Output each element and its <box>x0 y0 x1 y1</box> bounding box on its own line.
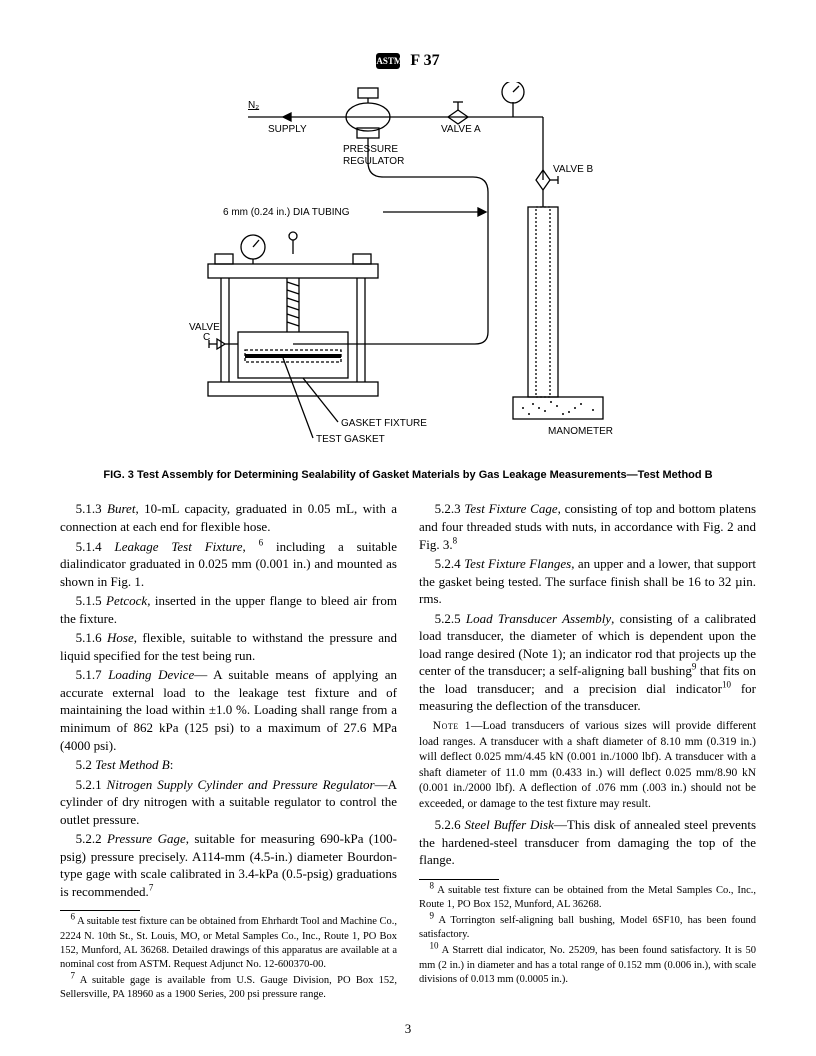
designation: F 37 <box>410 52 439 69</box>
n2-label: N₂ <box>248 100 259 111</box>
figure-3-diagram: N₂ SUPPLY PRESSURE REGULATOR VALVE A VAL… <box>153 82 663 462</box>
manometer-label: MANOMETER <box>548 426 613 437</box>
page-header: ASTM F 37 <box>60 50 756 72</box>
body-columns: 5.1.3 Buret, 10-mL capacity, graduated i… <box>60 500 756 1004</box>
para-5.1.3: 5.1.3 Buret, 10-mL capacity, graduated i… <box>60 500 397 535</box>
para-5.2.6: 5.2.6 Steel Buffer Disk—This disk of ann… <box>419 816 756 869</box>
test-gasket-label: TEST GASKET <box>316 434 385 445</box>
right-footnotes-block: 8 A suitable test fixture can be obtaine… <box>419 879 756 987</box>
para-5.2.1: 5.2.1 Nitrogen Supply Cylinder and Press… <box>60 776 397 829</box>
valve-c-label-2: C <box>203 332 210 343</box>
regulator-label-1: PRESSURE <box>343 144 398 155</box>
para-5.2.5: 5.2.5 Load Transducer Assembly, consisti… <box>419 610 756 715</box>
para-5.1.6: 5.1.6 Hose, flexible, suitable to withst… <box>60 629 397 664</box>
para-5.1.5: 5.1.5 Petcock, inserted in the upper fla… <box>60 592 397 627</box>
para-5.2.4: 5.2.4 Test Fixture Flanges, an upper and… <box>419 555 756 608</box>
tubing-label: 6 mm (0.24 in.) DIA TUBING <box>223 207 350 218</box>
note-1: Note 1—Load transducers of various sizes… <box>419 719 756 812</box>
regulator-label-2: REGULATOR <box>343 156 404 167</box>
astm-logo: ASTM <box>376 53 400 69</box>
test-assembly-svg: N₂ SUPPLY PRESSURE REGULATOR VALVE A VAL… <box>153 82 663 462</box>
para-5.2.3: 5.2.3 Test Fixture Cage, consisting of t… <box>419 500 756 553</box>
page-number: 3 <box>0 1020 816 1038</box>
valve-b-label: VALVE B <box>553 164 594 175</box>
valve-a-label: VALVE A <box>441 124 481 135</box>
left-footnotes-block: 6 A suitable test fixture can be obtaine… <box>60 910 397 1002</box>
figure-caption: FIG. 3 Test Assembly for Determining Sea… <box>60 468 756 483</box>
para-5.1.7: 5.1.7 Loading Device— A suitable means o… <box>60 666 397 754</box>
para-5.2: 5.2 Test Method B: <box>60 756 397 774</box>
para-5.2.2: 5.2.2 Pressure Gage, suitable for measur… <box>60 830 397 900</box>
para-5.1.4: 5.1.4 Leakage Test Fixture, 6 including … <box>60 538 397 591</box>
footnotes-right: 8 A suitable test fixture can be obtaine… <box>419 884 756 987</box>
footnotes-left: 6 A suitable test fixture can be obtaine… <box>60 915 397 1002</box>
gasket-fixture-label: GASKET FIXTURE <box>341 418 427 429</box>
supply-label: SUPPLY <box>268 124 307 135</box>
